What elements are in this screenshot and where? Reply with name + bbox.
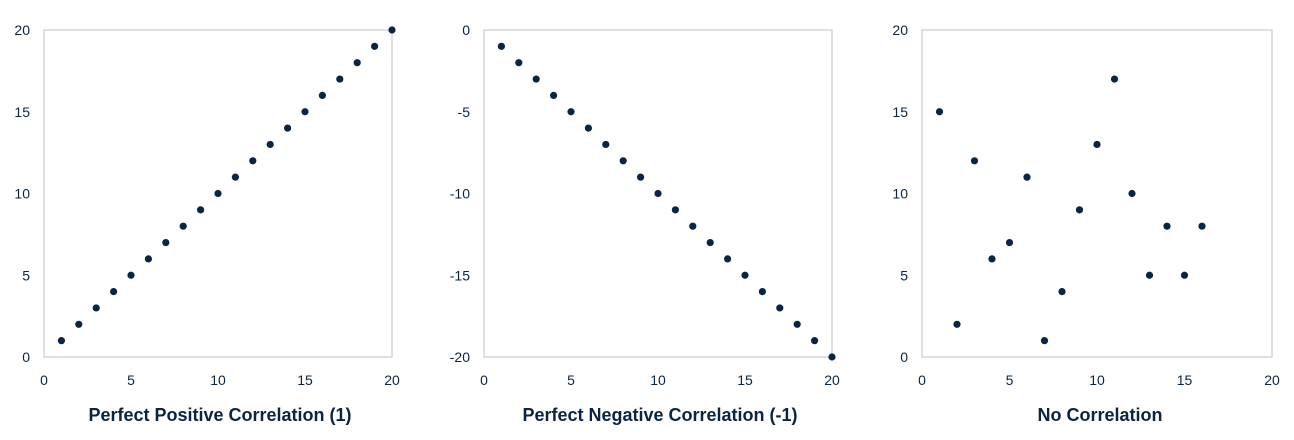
x-tick-label: 15 — [1177, 372, 1193, 388]
data-point — [515, 59, 523, 67]
x-tick-label: 20 — [1264, 372, 1280, 388]
y-tick-label: 5 — [22, 267, 30, 283]
data-point — [654, 189, 662, 198]
plot-area — [483, 29, 833, 358]
x-tick-label: 5 — [567, 372, 575, 388]
data-point — [214, 189, 222, 198]
data-point — [1023, 173, 1031, 181]
data-point — [811, 337, 819, 345]
data-point — [1198, 222, 1206, 230]
x-tick-label: 5 — [127, 372, 135, 388]
y-tick-label: 0 — [462, 22, 470, 38]
data-point — [75, 320, 83, 328]
y-tick-label: -10 — [450, 186, 470, 202]
y-tick-label: -5 — [458, 104, 471, 120]
data-point — [1163, 222, 1171, 230]
data-point — [127, 271, 135, 279]
data-point — [1075, 206, 1084, 214]
data-point — [970, 157, 979, 165]
data-point — [584, 124, 593, 132]
y-tick-label: 0 — [22, 349, 30, 365]
y-tick-label: 15 — [892, 104, 908, 120]
data-point — [1093, 140, 1101, 149]
chart-title: No Correlation — [1037, 405, 1162, 425]
data-point — [1180, 271, 1189, 279]
y-tick-label: 20 — [892, 22, 908, 38]
data-point — [179, 222, 187, 230]
x-tick-label: 15 — [737, 372, 753, 388]
data-point — [619, 157, 627, 165]
data-point — [532, 75, 540, 83]
data-point — [336, 75, 344, 83]
x-tick-label: 15 — [297, 372, 313, 388]
data-point — [197, 206, 205, 214]
data-point — [671, 206, 680, 214]
x-tick-label: 20 — [824, 372, 840, 388]
data-point — [724, 255, 732, 263]
data-point — [793, 320, 801, 328]
data-point — [637, 173, 645, 181]
data-point — [935, 108, 944, 116]
y-tick-label: 5 — [900, 267, 908, 283]
y-tick-label: -20 — [450, 349, 470, 365]
data-point — [776, 304, 784, 312]
y-tick-label: 15 — [14, 104, 30, 120]
x-tick-label: 0 — [40, 372, 48, 388]
data-point — [92, 304, 100, 312]
data-point — [758, 288, 767, 296]
data-point — [231, 173, 239, 181]
data-point — [988, 255, 996, 263]
x-tick-label: 0 — [480, 372, 488, 388]
chart-title: Perfect Positive Correlation (1) — [88, 405, 351, 425]
data-point — [741, 271, 749, 279]
data-point — [1005, 238, 1014, 247]
data-point — [953, 320, 961, 328]
data-point — [1110, 75, 1119, 83]
y-tick-label: 20 — [14, 22, 30, 38]
data-point — [318, 91, 326, 99]
data-point — [706, 238, 714, 247]
data-point — [266, 140, 274, 149]
data-point — [284, 124, 292, 132]
x-tick-label: 5 — [1006, 372, 1014, 388]
data-point — [144, 255, 152, 263]
chart-3: 0 5 10 15 20 0 5 10 15 20 No Correlation — [892, 22, 1280, 425]
y-tick-label: 10 — [14, 186, 30, 202]
x-tick-label: 20 — [384, 372, 400, 388]
data-point — [249, 157, 257, 165]
x-tick-label: 10 — [1089, 372, 1105, 388]
data-point — [550, 91, 558, 99]
chart-2: 0 -5 -10 -15 -20 0 5 10 15 20 Perfect Negative Cor… — [450, 22, 840, 425]
data-point — [828, 353, 836, 361]
data-point — [110, 288, 118, 296]
data-point — [602, 140, 610, 149]
data-point — [1040, 337, 1049, 345]
y-tick-label: -15 — [450, 267, 470, 283]
data-point — [301, 108, 309, 116]
chart-title: Perfect Negative Correlation (-1) — [522, 405, 797, 425]
data-point — [162, 238, 170, 247]
data-point — [57, 337, 65, 345]
data-point — [497, 42, 505, 50]
data-point — [353, 59, 361, 67]
y-tick-label: 0 — [900, 349, 908, 365]
y-tick-label: 10 — [892, 186, 908, 202]
data-point — [388, 26, 396, 34]
x-tick-label: 10 — [650, 372, 666, 388]
chart-1: 0 5 10 15 20 0 5 10 15 20 Perfect Positive Correla… — [14, 22, 400, 425]
data-point — [567, 108, 575, 116]
data-point — [1145, 271, 1154, 279]
x-tick-label: 10 — [210, 372, 226, 388]
data-point — [371, 42, 379, 50]
plot-area — [921, 29, 1273, 358]
data-point — [1128, 189, 1136, 198]
plot-area — [43, 29, 393, 358]
data-point — [1058, 288, 1066, 296]
x-tick-label: 0 — [918, 372, 926, 388]
data-point — [689, 222, 697, 230]
